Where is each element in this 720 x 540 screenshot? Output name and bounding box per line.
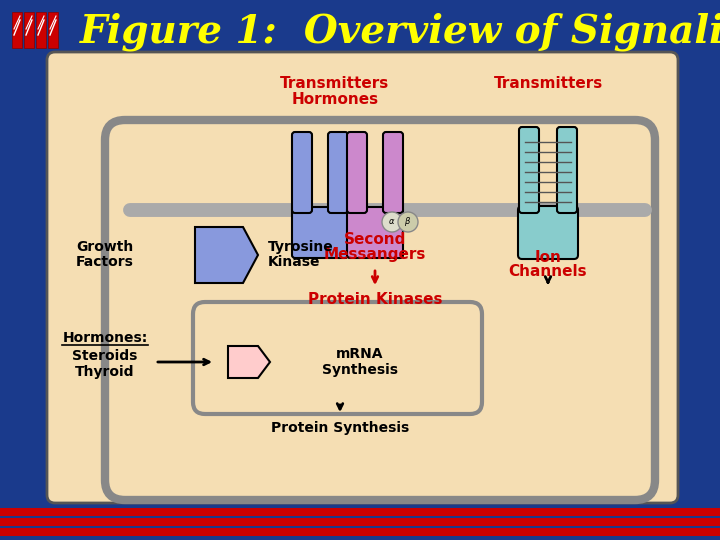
Text: Figure 1:  Overview of Signaling: Figure 1: Overview of Signaling: [80, 13, 720, 51]
Polygon shape: [228, 346, 270, 378]
Text: Factors: Factors: [76, 255, 134, 269]
Circle shape: [398, 212, 418, 232]
FancyBboxPatch shape: [292, 132, 312, 213]
FancyBboxPatch shape: [347, 132, 367, 213]
FancyBboxPatch shape: [383, 132, 403, 213]
Text: Steroids: Steroids: [72, 349, 138, 363]
Text: Channels: Channels: [509, 265, 588, 280]
Polygon shape: [195, 227, 258, 283]
Text: Hormones:: Hormones:: [63, 331, 148, 345]
Text: $\beta$: $\beta$: [405, 215, 412, 228]
FancyBboxPatch shape: [292, 207, 348, 258]
FancyBboxPatch shape: [12, 12, 22, 48]
FancyBboxPatch shape: [24, 12, 34, 48]
Text: Protein Synthesis: Protein Synthesis: [271, 421, 409, 435]
FancyBboxPatch shape: [193, 302, 482, 414]
FancyBboxPatch shape: [347, 207, 403, 258]
Text: $\alpha$: $\alpha$: [388, 218, 396, 226]
Text: Kinase: Kinase: [268, 255, 320, 269]
FancyBboxPatch shape: [0, 518, 720, 526]
Text: Synthesis: Synthesis: [322, 363, 398, 377]
FancyBboxPatch shape: [47, 52, 678, 503]
Text: Transmitters: Transmitters: [280, 77, 390, 91]
FancyBboxPatch shape: [557, 127, 577, 213]
Text: Thyroid: Thyroid: [76, 365, 135, 379]
FancyBboxPatch shape: [519, 127, 539, 213]
Text: Growth: Growth: [76, 240, 134, 254]
Text: Protein Kinases: Protein Kinases: [307, 293, 442, 307]
FancyBboxPatch shape: [48, 12, 58, 48]
FancyBboxPatch shape: [0, 528, 720, 536]
FancyBboxPatch shape: [518, 206, 578, 259]
Text: Hormones: Hormones: [292, 91, 379, 106]
Text: Ion: Ion: [534, 249, 562, 265]
FancyBboxPatch shape: [328, 132, 348, 213]
Circle shape: [382, 212, 402, 232]
Text: mRNA: mRNA: [336, 347, 384, 361]
Text: Messangers: Messangers: [324, 247, 426, 262]
Text: Transmitters: Transmitters: [493, 77, 603, 91]
FancyBboxPatch shape: [0, 508, 720, 516]
FancyBboxPatch shape: [36, 12, 46, 48]
Text: Second: Second: [344, 233, 406, 247]
Text: Tyrosine: Tyrosine: [268, 240, 334, 254]
